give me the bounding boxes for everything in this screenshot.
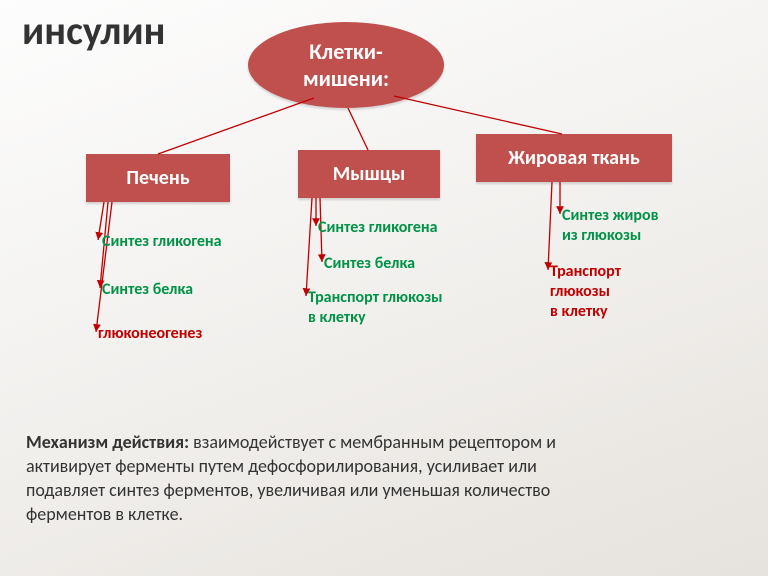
page-title: инсулин — [22, 6, 165, 55]
effect-muscle-1: Синтез белка — [324, 254, 415, 274]
effect-fat-0: Синтез жиров из глюкозы — [562, 206, 659, 246]
target-fat: Жировая ткань — [476, 134, 672, 182]
effect-muscle-2: Транспорт глюкозы в клетку — [308, 288, 443, 328]
effect-liver-0: Синтез гликогена — [102, 232, 222, 252]
target-muscle: Мышцы — [298, 150, 440, 198]
mechanism-text: Механизм действия: взаимодействует с мем… — [26, 430, 726, 526]
mechanism-label: Механизм действия: — [26, 431, 189, 453]
root-node: Клетки- мишени: — [248, 22, 444, 108]
target-liver: Печень — [86, 154, 230, 202]
effect-liver-1: Синтез белка — [102, 280, 193, 300]
effect-fat-1: Транспорт глюкозы в клетку — [550, 262, 621, 322]
effect-liver-2: глюконеогенез — [98, 324, 202, 344]
effect-muscle-0: Синтез гликогена — [318, 218, 438, 238]
